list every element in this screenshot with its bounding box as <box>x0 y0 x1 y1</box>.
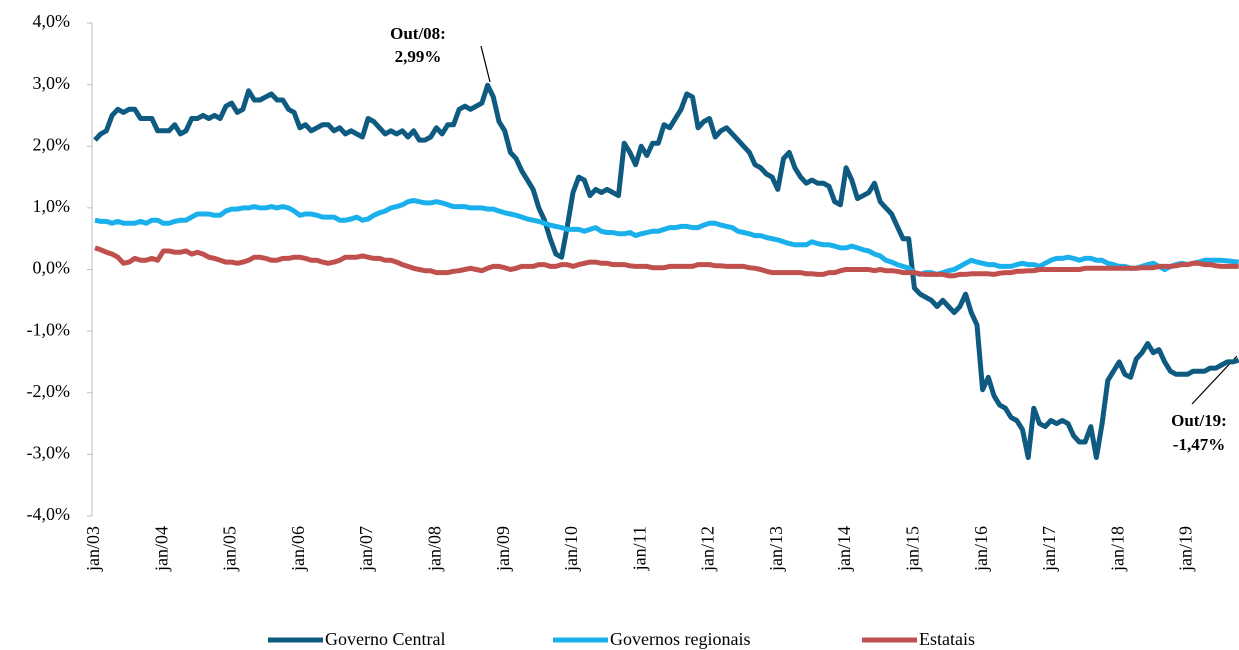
y-tick-label: -3,0% <box>27 443 71 463</box>
y-tick-label: 3,0% <box>33 73 71 93</box>
x-tick-label: jan/07 <box>356 526 376 572</box>
y-tick-label: 0,0% <box>33 258 71 278</box>
x-tick-label: jan/13 <box>766 526 786 572</box>
annotation: 2,99% <box>395 47 442 66</box>
x-tick-label: jan/06 <box>288 526 308 572</box>
legend-label: Estatais <box>919 629 975 649</box>
x-tick-label: jan/12 <box>698 526 718 572</box>
x-tick-label: jan/16 <box>971 526 991 572</box>
y-tick-label: -1,0% <box>27 319 71 339</box>
x-tick-label: jan/03 <box>83 526 103 572</box>
y-tick-label: 2,0% <box>33 134 71 154</box>
annotation: Out/08: <box>390 24 446 43</box>
line-series <box>94 198 1239 277</box>
legend-label: Governo Central <box>325 629 445 649</box>
x-tick-label: jan/15 <box>902 526 922 572</box>
x-tick-label: jan/17 <box>1039 526 1059 572</box>
x-tick-label: jan/05 <box>220 526 240 572</box>
y-tick-label: 4,0% <box>33 11 71 31</box>
x-tick-label: jan/14 <box>834 526 854 572</box>
line-series <box>93 82 1239 460</box>
x-tick-label: jan/04 <box>151 526 171 572</box>
line-series <box>94 245 1239 279</box>
x-tick-label: jan/19 <box>1176 526 1196 572</box>
annotation-leader <box>480 45 491 83</box>
legend-label: Governos regionais <box>610 629 750 649</box>
y-tick-label: -2,0% <box>27 381 71 401</box>
x-tick-label: jan/08 <box>425 526 445 572</box>
x-tick-label: jan/10 <box>561 526 581 572</box>
annotation: -1,47% <box>1173 435 1225 454</box>
y-tick-label: -4,0% <box>27 504 71 524</box>
x-tick-label: jan/09 <box>493 526 513 572</box>
y-tick-label: 1,0% <box>33 196 71 216</box>
annotation: Out/19: <box>1171 411 1227 430</box>
x-tick-label: jan/18 <box>1107 526 1127 572</box>
x-tick-label: jan/11 <box>629 526 649 571</box>
